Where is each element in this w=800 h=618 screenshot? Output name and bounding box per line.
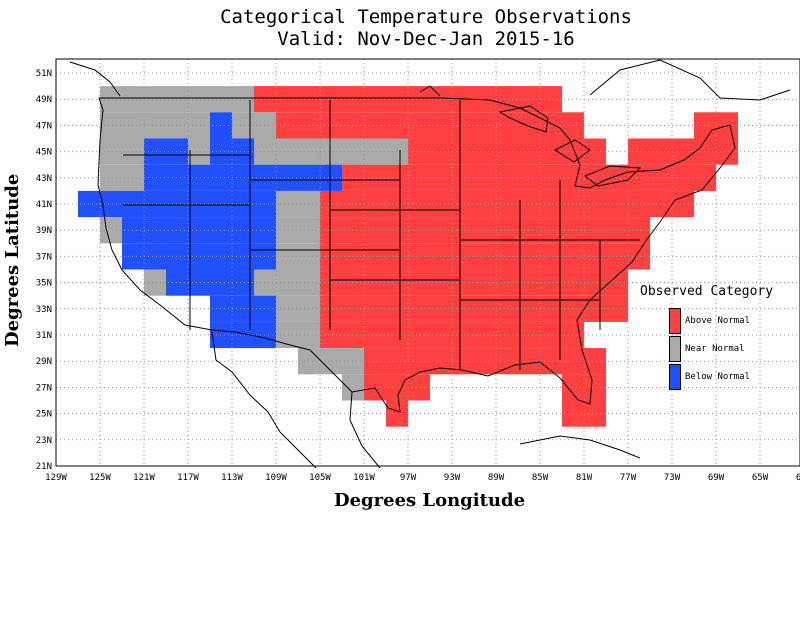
category-cell — [254, 138, 408, 165]
legend-label-above: Above Normal — [685, 316, 751, 326]
category-cell — [210, 321, 276, 349]
x-tick-label: 65W — [752, 473, 769, 483]
category-cell — [276, 243, 320, 270]
y-tick-label: 33N — [36, 305, 52, 315]
legend-label-near: Near Normal — [685, 344, 745, 354]
x-tick-label: 77W — [620, 473, 637, 483]
us-outline — [97, 97, 736, 413]
y-axis-label: Degrees Latitude — [2, 173, 23, 347]
x-tick-label: 117W — [177, 473, 199, 483]
legend-swatch-above — [669, 308, 681, 334]
y-tick-label: 27N — [36, 383, 52, 393]
category-cell — [254, 86, 408, 113]
plot-frame — [55, 58, 800, 467]
legend-item-above: Above Normal — [669, 308, 750, 334]
category-cell — [144, 164, 254, 191]
map-subtitle: Valid: Nov-Dec-Jan 2015-16 — [277, 28, 575, 50]
category-cell — [276, 321, 320, 349]
category-cell — [298, 112, 562, 139]
legend-label-below: Below Normal — [685, 372, 751, 382]
y-tick-label: 45N — [36, 148, 52, 158]
great-lakes — [498, 105, 642, 187]
x-tick-label: 101W — [353, 473, 375, 483]
y-tick-label: 47N — [36, 121, 52, 131]
canada-coast — [69, 59, 791, 101]
category-cell — [144, 138, 188, 165]
state-lines — [123, 100, 640, 370]
category-cell — [210, 295, 276, 322]
y-tick-label: 25N — [36, 410, 52, 420]
y-tick-label: 49N — [36, 95, 52, 105]
category-cell — [320, 190, 694, 218]
category-cell — [100, 164, 144, 191]
mexico-coast — [211, 331, 381, 469]
y-tick-label: 35N — [36, 279, 52, 289]
y-tick-label: 39N — [36, 226, 52, 236]
x-tick-label: 81W — [576, 473, 593, 483]
category-cell — [232, 112, 276, 139]
legend-swatch-near — [669, 336, 681, 362]
category-cell — [100, 138, 144, 165]
x-tick-label: 121W — [133, 473, 155, 483]
category-cell — [452, 348, 562, 375]
legend-title: Observed Category — [640, 284, 774, 299]
category-cell — [276, 217, 320, 244]
category-cell — [276, 190, 320, 218]
y-tick-label: 29N — [36, 357, 52, 367]
x-tick-label: 61W — [796, 473, 800, 483]
x-tick-label: 93W — [444, 473, 461, 483]
map-title: Categorical Temperature Observations — [220, 6, 632, 28]
y-tick-labels: 21N 23N 25N 27N 29N 31N 33N 35N 37N 39N 41N 43N 45N 4… — [36, 69, 52, 472]
y-tick-label: 37N — [36, 252, 52, 262]
x-axis-label: Degrees Longitude — [334, 490, 526, 511]
x-tick-label: 69W — [708, 473, 725, 483]
y-tick-label: 43N — [36, 174, 52, 184]
category-cell — [100, 112, 210, 139]
state-outlines — [69, 59, 791, 469]
y-tick-label: 41N — [36, 200, 52, 210]
x-tick-labels: 129W 125W 121W 117W 113W 109W 105W 101W 97W 93W 89… — [45, 473, 800, 483]
y-tick-label: 51N — [36, 69, 52, 79]
x-tick-label: 73W — [664, 473, 681, 483]
category-cell — [364, 374, 386, 401]
cuba-coast — [519, 435, 641, 459]
legend-item-below: Below Normal — [669, 364, 750, 390]
x-tick-label: 109W — [265, 473, 287, 483]
x-tick-label: 125W — [89, 473, 111, 483]
y-tick-label: 23N — [36, 436, 52, 446]
legend-swatch-below — [669, 364, 681, 390]
y-tick-label: 31N — [36, 331, 52, 341]
category-cell — [276, 112, 298, 139]
x-tick-label: 85W — [532, 473, 549, 483]
category-cell — [320, 269, 628, 296]
x-tick-label: 105W — [309, 473, 331, 483]
category-cell — [650, 164, 716, 191]
category-cell — [100, 217, 122, 244]
legend-item-near: Near Normal — [669, 336, 745, 362]
y-tick-label: 21N — [36, 462, 52, 472]
category-cell — [276, 295, 320, 322]
category-cell — [188, 138, 210, 165]
category-cell — [144, 269, 166, 296]
x-tick-label: 129W — [45, 473, 67, 483]
x-tick-label: 89W — [488, 473, 505, 483]
x-tick-label: 113W — [221, 473, 243, 483]
x-tick-label: 97W — [400, 473, 417, 483]
